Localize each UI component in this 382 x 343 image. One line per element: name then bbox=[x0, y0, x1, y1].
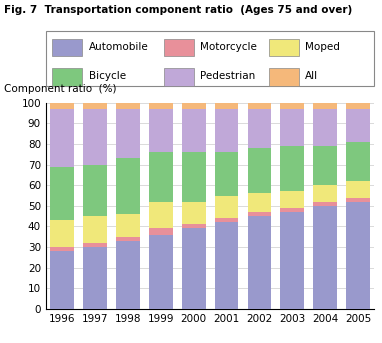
Bar bbox=[280, 191, 304, 208]
Bar bbox=[280, 208, 304, 212]
Bar bbox=[50, 247, 74, 251]
Bar bbox=[248, 212, 271, 216]
Bar bbox=[280, 109, 304, 146]
Text: Pedestrian: Pedestrian bbox=[200, 71, 256, 81]
Bar bbox=[83, 165, 107, 216]
Bar bbox=[248, 103, 271, 109]
Text: Fig. 7  Transportation component ratio  (Ages 75 and over): Fig. 7 Transportation component ratio (A… bbox=[4, 5, 352, 15]
Text: All: All bbox=[305, 71, 319, 81]
Bar bbox=[346, 109, 370, 142]
Bar bbox=[149, 202, 173, 228]
FancyBboxPatch shape bbox=[164, 38, 194, 56]
Bar bbox=[313, 202, 337, 206]
Bar bbox=[149, 235, 173, 309]
FancyBboxPatch shape bbox=[269, 68, 299, 86]
Bar bbox=[182, 109, 206, 152]
Bar bbox=[149, 103, 173, 109]
Bar bbox=[149, 228, 173, 235]
Bar bbox=[215, 222, 238, 309]
Bar bbox=[149, 152, 173, 202]
Bar bbox=[215, 103, 238, 109]
Bar bbox=[346, 198, 370, 202]
Bar bbox=[248, 109, 271, 148]
FancyBboxPatch shape bbox=[164, 68, 194, 86]
Text: Moped: Moped bbox=[305, 42, 340, 52]
Text: Automobile: Automobile bbox=[89, 42, 148, 52]
Bar bbox=[116, 241, 140, 309]
Bar bbox=[280, 212, 304, 309]
Bar bbox=[215, 109, 238, 152]
Bar bbox=[50, 220, 74, 247]
Bar bbox=[83, 247, 107, 309]
Bar bbox=[313, 103, 337, 109]
Bar bbox=[313, 109, 337, 146]
Bar bbox=[215, 218, 238, 222]
Bar bbox=[215, 152, 238, 196]
Text: Component ratio  (%): Component ratio (%) bbox=[4, 84, 117, 94]
FancyBboxPatch shape bbox=[269, 38, 299, 56]
Bar bbox=[182, 202, 206, 224]
FancyBboxPatch shape bbox=[46, 31, 374, 86]
Bar bbox=[346, 142, 370, 181]
Bar bbox=[116, 237, 140, 241]
Bar bbox=[346, 202, 370, 309]
Bar bbox=[83, 216, 107, 243]
Bar bbox=[182, 103, 206, 109]
Bar bbox=[313, 185, 337, 202]
Bar bbox=[116, 103, 140, 109]
Bar bbox=[182, 152, 206, 202]
Bar bbox=[280, 103, 304, 109]
Bar bbox=[116, 214, 140, 237]
Bar bbox=[313, 146, 337, 185]
FancyBboxPatch shape bbox=[52, 68, 82, 86]
Bar bbox=[182, 228, 206, 309]
Bar bbox=[346, 103, 370, 109]
Bar bbox=[248, 148, 271, 193]
Bar bbox=[116, 158, 140, 214]
Bar bbox=[83, 243, 107, 247]
Bar bbox=[248, 216, 271, 309]
Bar bbox=[50, 103, 74, 109]
Bar bbox=[116, 109, 140, 158]
Text: Motorcycle: Motorcycle bbox=[200, 42, 257, 52]
Bar bbox=[313, 206, 337, 309]
Bar bbox=[149, 109, 173, 152]
Bar bbox=[83, 103, 107, 109]
FancyBboxPatch shape bbox=[52, 38, 82, 56]
Bar bbox=[215, 196, 238, 218]
Text: Bicycle: Bicycle bbox=[89, 71, 126, 81]
Bar bbox=[50, 251, 74, 309]
Bar bbox=[346, 181, 370, 198]
Bar bbox=[182, 224, 206, 228]
Bar bbox=[280, 146, 304, 191]
Bar bbox=[83, 109, 107, 165]
Bar bbox=[248, 193, 271, 212]
Bar bbox=[50, 109, 74, 167]
Bar bbox=[50, 167, 74, 220]
